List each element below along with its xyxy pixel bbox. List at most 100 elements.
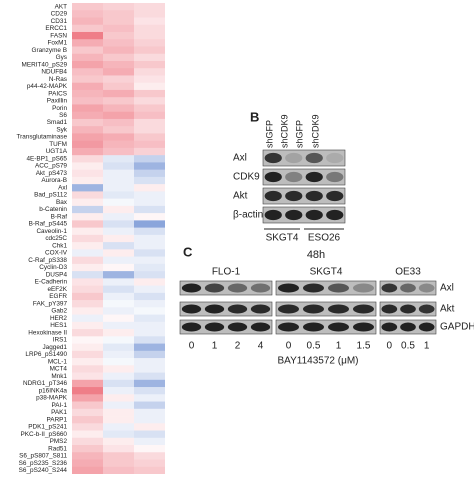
heatmap-cell	[103, 263, 134, 272]
heatmap-cell	[72, 416, 103, 424]
heatmap-cell	[103, 111, 134, 120]
group-label: FLO-1	[212, 267, 241, 278]
heatmap-cell	[103, 162, 134, 170]
heatmap-cell	[134, 408, 165, 417]
heatmap-cell	[134, 220, 165, 228]
heatmap-cell	[103, 278, 134, 286]
heatmap-cell	[134, 307, 165, 315]
heatmap-cell	[72, 97, 103, 105]
heatmap-cell	[134, 104, 165, 112]
heatmap-cell	[134, 445, 165, 453]
row-label: MCL-1	[48, 358, 68, 365]
heatmap-cell	[134, 249, 165, 257]
heatmap-cell	[134, 17, 165, 26]
blot-band	[264, 152, 282, 164]
heatmap-cell	[134, 416, 165, 424]
blot-band	[400, 304, 416, 314]
heatmap-cell	[134, 133, 165, 141]
heatmap-cell	[134, 329, 165, 337]
blot-band	[285, 152, 303, 164]
heatmap-cell	[134, 89, 165, 98]
heatmap-cell	[72, 46, 103, 55]
row-label: S6_pS807_S811	[19, 453, 67, 460]
row-label: S6_pS235_S236	[19, 460, 68, 467]
row-label: LRP6_pS1490	[25, 351, 67, 358]
heatmap-cell	[134, 75, 165, 84]
heatmap-cell	[72, 278, 103, 286]
heatmap-cell	[72, 452, 103, 460]
heatmap-cell	[103, 437, 134, 446]
heatmap-cell	[72, 379, 103, 388]
heatmap-cell	[134, 271, 165, 279]
heatmap-cell	[134, 68, 165, 76]
heatmap-cell	[134, 285, 165, 294]
heatmap-cell	[134, 314, 165, 323]
row-label: FAK_pY397	[33, 300, 68, 307]
blot-band	[278, 283, 299, 293]
row-label: CDK9	[233, 172, 260, 183]
heatmap-cell	[72, 133, 103, 141]
heatmap-cell	[103, 17, 134, 26]
blot-band	[303, 283, 324, 293]
blot-strip	[275, 319, 377, 335]
heatmap-cell	[134, 343, 165, 352]
blot-band	[285, 171, 303, 183]
heatmap-cell	[103, 394, 134, 402]
heatmap-cell	[72, 191, 103, 199]
row-label: CD29	[51, 11, 68, 18]
heatmap-cell	[134, 191, 165, 199]
heatmap-cell	[134, 452, 165, 460]
heatmap-cell	[72, 292, 103, 301]
blot-band	[181, 304, 202, 314]
heatmap-cell	[134, 24, 165, 33]
dose-label: 1.5	[357, 341, 371, 352]
heatmap-cell	[134, 31, 165, 40]
heatmap-cell	[72, 53, 103, 62]
heatmap-cell	[103, 60, 134, 69]
heatmap-cell	[103, 68, 134, 76]
heatmap-cell	[72, 60, 103, 69]
heatmap-cell	[134, 140, 165, 149]
heatmap-cell	[103, 184, 134, 192]
heatmap-cell	[103, 205, 134, 214]
blot-band	[326, 190, 344, 202]
row-label: UGT1A	[46, 148, 68, 155]
row-label: Paxillin	[47, 98, 68, 105]
heatmap-cell	[103, 292, 134, 301]
blot-strip	[275, 280, 377, 296]
heatmap-cell	[103, 350, 134, 359]
heatmap-cell	[103, 3, 134, 11]
row-label: p44-42-MAPK	[27, 83, 68, 90]
blot-strip	[275, 301, 377, 317]
heatmap-cell	[72, 176, 103, 185]
blot-band	[353, 304, 374, 314]
heatmap-cell	[72, 162, 103, 170]
heatmap-cell	[134, 430, 165, 439]
row-label: PAK1	[51, 409, 67, 416]
heatmap-cell	[72, 126, 103, 134]
blot-band	[278, 304, 299, 314]
x-label: BAY1143572 (μM)	[278, 356, 359, 367]
heatmap-cell	[134, 213, 165, 221]
heatmap-cell	[72, 198, 103, 207]
heatmap-cell	[72, 111, 103, 120]
blot-band	[326, 171, 344, 183]
row-label: Axl	[233, 153, 247, 164]
blot-band	[264, 190, 282, 202]
row-label: ERCC1	[45, 25, 67, 32]
row-label: ACC_pS79	[35, 163, 67, 170]
heatmap-cell	[103, 452, 134, 460]
blot-band	[250, 304, 271, 314]
heatmap-cell	[103, 242, 134, 250]
heatmap-cell	[103, 39, 134, 47]
heatmap-cell	[72, 401, 103, 410]
time-label: 48h	[307, 249, 325, 261]
group-label: ESO26	[308, 233, 341, 244]
heatmap-cell	[72, 430, 103, 439]
heatmap-cell	[134, 39, 165, 47]
row-label: S6_pS240_S244	[19, 467, 68, 474]
row-label: AKT	[55, 3, 68, 10]
blot-band	[305, 171, 323, 183]
heatmap-cell	[134, 118, 165, 127]
